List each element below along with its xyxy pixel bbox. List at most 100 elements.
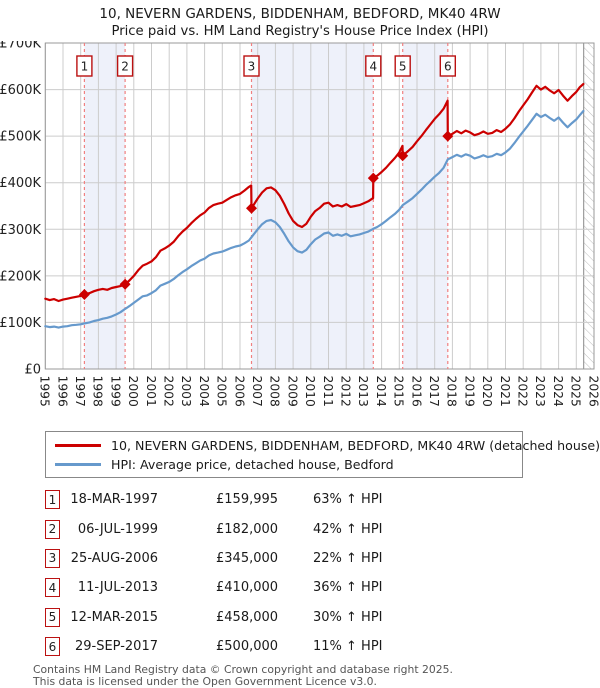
sale-vs-hpi: 42% ↑ HPI	[313, 521, 383, 537]
x-axis-tick-label: 2024	[551, 376, 565, 407]
x-axis-tick-label: 1998	[91, 376, 105, 407]
y-axis-tick-label: £500K	[0, 130, 41, 145]
sale-number-label: 5	[399, 60, 407, 74]
sales-table: 1 18-MAR-1997 £159,995 63% ↑ HPI 2 06-JU…	[45, 485, 600, 661]
x-axis-tick-label: 2008	[268, 376, 282, 407]
property-price-line	[44, 82, 585, 303]
sale-number-label: 1	[81, 60, 89, 74]
y-axis-tick-label: £200K	[0, 269, 41, 284]
y-axis-tick-label: £300K	[0, 223, 41, 238]
sale-number-label: 2	[121, 60, 129, 74]
sale-number-label: 6	[444, 60, 452, 74]
y-axis-tick-label: £100K	[0, 316, 41, 331]
price-chart: 1 2 3 4 5 6 £0 £100K £200K £300K £400K £500K £600K £7…	[0, 37, 600, 407]
table-row: 5 12-MAR-2015 £458,000 30% ↑ HPI	[45, 603, 600, 632]
x-axis-tick-label: 2022	[516, 376, 530, 407]
license-footer: Contains HM Land Registry data © Crown c…	[33, 664, 600, 688]
x-axis-tick-label: 2009	[285, 376, 299, 407]
ownership-band	[402, 43, 448, 369]
sale-vs-hpi: 30% ↑ HPI	[313, 609, 383, 625]
sale-number-box	[116, 55, 134, 77]
table-row: 1 18-MAR-1997 £159,995 63% ↑ HPI	[45, 485, 600, 514]
x-axis-tick-label: 2016	[409, 376, 423, 407]
x-axis-tick-label: 1996	[55, 376, 69, 407]
sale-number-label: 4	[369, 60, 377, 74]
sale-marker-diamond	[442, 130, 454, 142]
sale-price: £458,000	[216, 609, 279, 625]
sale-vs-hpi: 11% ↑ HPI	[313, 639, 383, 655]
legend-item-hpi: HPI: Average price, detached house, Bedf…	[55, 455, 517, 474]
sale-price: £159,995	[216, 492, 279, 508]
x-axis-tick-label: 2006	[232, 376, 246, 407]
plot-border	[44, 42, 595, 370]
y-axis-tick-label: £0	[24, 363, 41, 378]
sale-number-box	[243, 55, 260, 77]
sale-number-badge: 5	[45, 607, 60, 627]
x-axis-tick-label: 1995	[38, 376, 52, 407]
sale-vs-hpi: 36% ↑ HPI	[313, 580, 383, 596]
footer-line2: This data is licensed under the Open Gov…	[33, 675, 377, 688]
sale-number-badge: 3	[45, 548, 60, 568]
sale-date: 18-MAR-1997	[70, 492, 158, 508]
sale-number-badge: 2	[45, 519, 60, 539]
sale-price: £410,000	[216, 580, 279, 596]
x-axis-tick-label: 2005	[215, 376, 229, 407]
sale-date: 06-JUL-1999	[77, 521, 158, 537]
y-axis-tick-label: £700K	[0, 41, 41, 52]
sale-marker-diamond	[119, 278, 131, 290]
hpi-line	[44, 109, 585, 329]
sale-date: 11-JUL-2013	[77, 580, 158, 596]
table-row: 2 06-JUL-1999 £182,000 42% ↑ HPI	[45, 514, 600, 543]
x-axis-tick-label: 2012	[339, 376, 353, 407]
legend-label: HPI: Average price, detached house, Bedf…	[111, 457, 394, 472]
x-axis-tick-label: 2011	[321, 376, 335, 407]
x-axis-tick-label: 2017	[427, 376, 441, 407]
sale-price: £500,000	[216, 639, 279, 655]
x-axis-tick-label: 1997	[73, 376, 87, 407]
page-title: 10, NEVERN GARDENS, BIDDENHAM, BEDFORD, …	[99, 6, 501, 22]
x-axis-tick-label: 2019	[462, 376, 476, 407]
x-axis-tick-label: 2003	[179, 376, 193, 407]
x-axis-tick-label: 2000	[126, 376, 140, 407]
x-axis-tick-label: 2021	[498, 376, 512, 407]
sale-date: 12-MAR-2015	[70, 609, 158, 625]
x-axis-tick-label: 2001	[144, 376, 158, 407]
x-axis-tick-label: 2025	[569, 376, 583, 407]
x-axis-tick-label: 2020	[480, 376, 494, 407]
sale-price: £182,000	[216, 521, 279, 537]
sale-marker-diamond	[78, 289, 90, 300]
sale-marker-diamond	[367, 172, 379, 184]
x-axis-tick-label: 2007	[250, 376, 264, 407]
table-row: 4 11-JUL-2013 £410,000 36% ↑ HPI	[45, 573, 600, 602]
y-axis-tick-label: £600K	[0, 83, 41, 98]
table-row: 3 25-AUG-2006 £345,000 22% ↑ HPI	[45, 544, 600, 573]
sale-number-box	[76, 55, 93, 77]
property-line-swatch	[55, 444, 101, 447]
x-axis-tick-label: 2018	[445, 376, 459, 407]
sale-price: £345,000	[216, 550, 279, 566]
legend-label: 10, NEVERN GARDENS, BIDDENHAM, BEDFORD, …	[111, 438, 600, 453]
footer-line1: Contains HM Land Registry data © Crown c…	[33, 663, 453, 677]
x-axis-tick-label: 2026	[586, 376, 600, 407]
x-axis-tick-label: 2014	[374, 376, 388, 407]
hpi-line-swatch	[55, 463, 101, 466]
x-axis-tick-label: 2023	[533, 376, 547, 407]
x-axis-tick-label: 2015	[392, 376, 406, 407]
sale-date: 29-SEP-2017	[74, 639, 158, 655]
x-axis-tick-label: 2004	[197, 376, 211, 407]
sale-number-box	[439, 55, 456, 77]
table-row: 6 29-SEP-2017 £500,000 11% ↑ HPI	[45, 632, 600, 661]
x-axis-tick-label: 2002	[162, 376, 176, 407]
y-axis-tick-label: £400K	[0, 176, 41, 191]
sale-number-box	[365, 55, 382, 77]
legend-item-property: 10, NEVERN GARDENS, BIDDENHAM, BEDFORD, …	[55, 436, 600, 455]
legend: 10, NEVERN GARDENS, BIDDENHAM, BEDFORD, …	[45, 431, 600, 478]
x-axis-tick-label: 1999	[108, 376, 122, 407]
sale-vs-hpi: 22% ↑ HPI	[313, 550, 383, 566]
sale-date: 25-AUG-2006	[70, 550, 158, 566]
sale-number-badge: 1	[45, 490, 60, 510]
ownership-band	[84, 43, 126, 369]
sale-marker-diamond	[246, 202, 257, 214]
sale-marker-diamond	[397, 150, 409, 162]
